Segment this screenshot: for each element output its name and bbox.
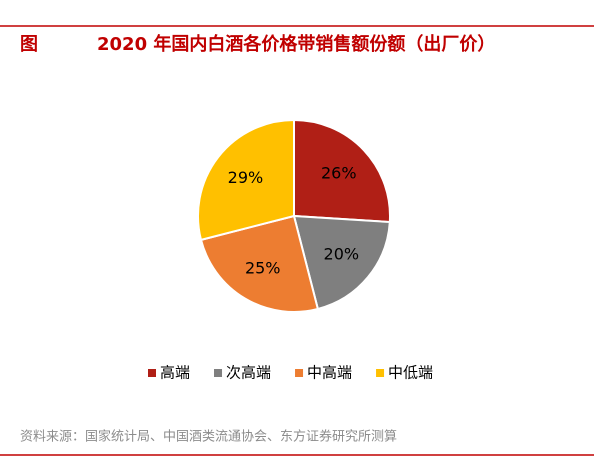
legend-swatch xyxy=(376,369,385,377)
legend-swatch xyxy=(214,369,223,377)
data-label: 20% xyxy=(324,245,360,264)
data-label: 26% xyxy=(321,163,357,182)
legend-label: 次高端 xyxy=(226,364,271,382)
legend-swatch xyxy=(295,369,304,377)
legend-label: 高端 xyxy=(160,364,190,382)
pie-slice xyxy=(199,214,320,313)
legend-swatch xyxy=(148,369,156,377)
legend-label: 中低端 xyxy=(388,364,433,382)
pie-slice xyxy=(197,118,295,242)
data-label: 25% xyxy=(245,258,281,277)
figure-label: 图 xyxy=(20,34,38,55)
source-note: 资料来源：国家统计局、中国酒类流通协会、东方证券研究所测算 xyxy=(20,429,397,445)
pie-slice xyxy=(293,118,391,224)
data-label: 29% xyxy=(228,168,264,187)
legend-label: 中高端 xyxy=(307,364,352,382)
chart-title: 2020 年国内白酒各价格带销售额份额（出厂价） xyxy=(97,33,495,55)
pie-slice xyxy=(292,214,391,311)
